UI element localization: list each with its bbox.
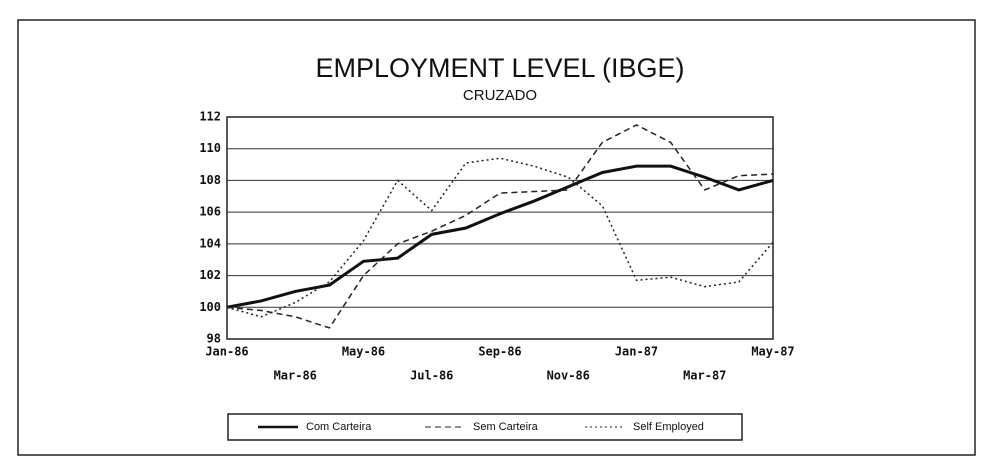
legend-label: Sem Carteira: [473, 421, 539, 433]
legend-label: Self Employed: [633, 421, 704, 433]
y-tick-label: 110: [199, 141, 221, 155]
x-tick-label: May-87: [751, 345, 794, 359]
chart-title: EMPLOYMENT LEVEL (IBGE): [315, 53, 684, 83]
frame: [17, 19, 976, 456]
x-tick-label: Mar-86: [274, 369, 317, 383]
x-tick-label: Mar-87: [683, 369, 726, 383]
chart-subtitle: CRUZADO: [463, 87, 537, 104]
x-tick-label: Jan-86: [205, 345, 248, 359]
series-line: [226, 157, 774, 318]
x-tick-label: Sep-86: [478, 345, 521, 359]
x-tick-label: Nov-86: [547, 369, 590, 383]
y-tick-label: 108: [199, 173, 221, 187]
y-tick-label: 104: [199, 236, 221, 250]
legend-label: Com Carteira: [306, 421, 372, 433]
y-tick-label: 106: [199, 205, 221, 219]
legend-box: [227, 413, 743, 441]
plot-border: [226, 116, 774, 340]
y-tick-label: 112: [199, 110, 221, 124]
x-tick-label: Jul-86: [410, 369, 453, 383]
y-tick-label: 100: [199, 300, 221, 314]
y-tick-label: 102: [199, 268, 221, 282]
y-tick-label: 98: [207, 332, 221, 346]
x-tick-label: May-86: [342, 345, 385, 359]
series-line: [226, 164, 774, 309]
x-tick-label: Jan-87: [615, 345, 658, 359]
series-line: [226, 124, 774, 329]
